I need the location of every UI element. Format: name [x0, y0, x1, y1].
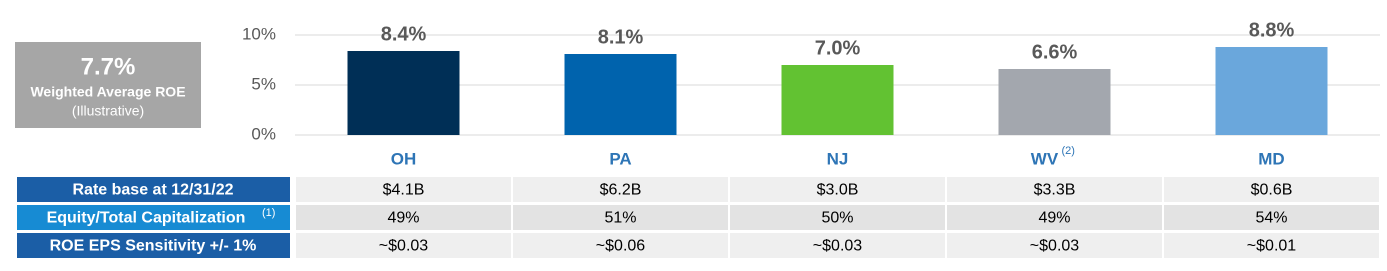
- value-label: 8.1%: [598, 26, 644, 48]
- cell-bg: [513, 233, 728, 258]
- row-header-note: (1): [262, 207, 275, 219]
- cell: 51%: [604, 210, 636, 227]
- bar: [1215, 47, 1328, 135]
- value-label: 7.0%: [815, 37, 861, 59]
- cell-bg: [1164, 177, 1379, 202]
- cell: $6.2B: [600, 182, 642, 199]
- cell: 54%: [1255, 210, 1287, 227]
- cell: ~$0.01: [1247, 238, 1296, 255]
- y-tick-label: 0%: [251, 124, 276, 143]
- x-tick-label: WV: [1031, 149, 1059, 168]
- cell-bg: [730, 205, 945, 230]
- row-header-bg: [17, 177, 290, 202]
- bar: [347, 51, 460, 135]
- cell-bg: [296, 233, 511, 258]
- cell: $0.6B: [1251, 182, 1293, 199]
- value-label: 8.8%: [1249, 19, 1295, 41]
- x-tick-label: MD: [1258, 149, 1284, 168]
- bar: [781, 65, 894, 135]
- cell-bg: [513, 177, 728, 202]
- bar: [998, 69, 1111, 135]
- cell-bg: [1164, 205, 1379, 230]
- row-header: ROE EPS Sensitivity +/- 1%: [50, 238, 257, 255]
- x-tick-note: (2): [1062, 145, 1075, 157]
- cell: ~$0.03: [813, 238, 862, 255]
- cell: ~$0.06: [596, 238, 645, 255]
- cell: 49%: [1038, 210, 1070, 227]
- value-label: 6.6%: [1032, 41, 1078, 63]
- bar: [564, 54, 677, 135]
- row-header-bg: [17, 205, 290, 230]
- row-header-bg: [17, 233, 290, 258]
- y-tick-label: 10%: [242, 24, 276, 43]
- cell: ~$0.03: [379, 238, 428, 255]
- cell: $3.0B: [817, 182, 859, 199]
- cell: 49%: [387, 210, 419, 227]
- cell: $3.3B: [1034, 182, 1076, 199]
- cell-bg: [947, 205, 1162, 230]
- cell-bg: [296, 177, 511, 202]
- cell-bg: [947, 177, 1162, 202]
- x-tick-label: OH: [391, 149, 417, 168]
- row-header: Rate base at 12/31/22: [73, 182, 234, 199]
- cell: 50%: [821, 210, 853, 227]
- cell: ~$0.03: [1030, 238, 1079, 255]
- cell: $4.1B: [383, 182, 425, 199]
- callout-note: (Illustrative): [72, 103, 144, 119]
- cell-bg: [730, 177, 945, 202]
- cell-bg: [947, 233, 1162, 258]
- cell-bg: [1164, 233, 1379, 258]
- cell-bg: [296, 205, 511, 230]
- callout-value: 7.7%: [81, 53, 136, 80]
- callout-label: Weighted Average ROE: [30, 84, 185, 100]
- y-tick-label: 5%: [251, 74, 276, 93]
- x-tick-label: PA: [609, 149, 631, 168]
- row-header: Equity/Total Capitalization: [47, 210, 246, 227]
- cell-bg: [513, 205, 728, 230]
- x-tick-label: NJ: [827, 149, 849, 168]
- callout-box: [15, 42, 201, 128]
- value-label: 8.4%: [381, 23, 427, 45]
- cell-bg: [730, 233, 945, 258]
